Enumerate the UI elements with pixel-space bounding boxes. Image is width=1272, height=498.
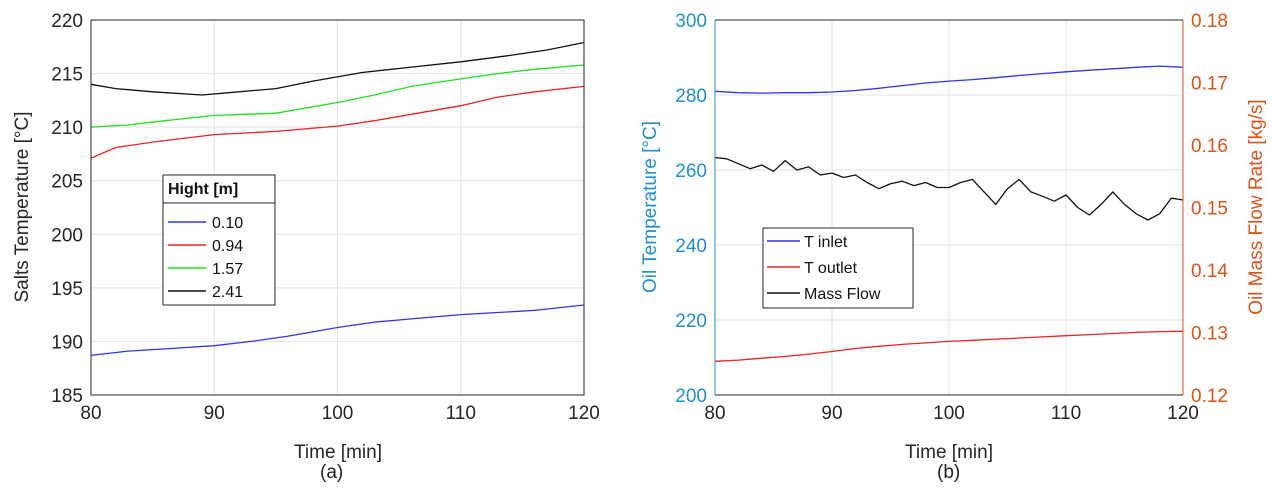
legend-label-a-1: 0.94 (212, 238, 243, 255)
x-axis-label-b: Time [min] (905, 442, 993, 463)
caption-b: (b) (937, 462, 961, 483)
y-axis-label-b: Oil Temperature [°C] (640, 121, 661, 293)
y-axis-label-a: Salts Temperature [°C] (12, 112, 33, 303)
axes-box-a (90, 19, 585, 396)
legend-box-a (162, 174, 276, 306)
legend-label-a-0: 0.10 (212, 215, 243, 232)
y-tick-label: 190 (51, 332, 83, 353)
series-group-b (714, 65, 1184, 362)
y-right-tick-label: 0.18 (1191, 11, 1228, 32)
x-tick-labels-a: 80 90 100 110 120 (80, 403, 599, 424)
y-tick-label: 185 (51, 386, 83, 407)
y-tick-labels-a: 185 190 195 200 205 210 215 220 (51, 11, 83, 407)
y-tick-label: 260 (675, 161, 707, 182)
y-tick-label: 200 (51, 225, 83, 246)
y-right-axis-label-b: Oil Mass Flow Rate [kg/s] (1246, 99, 1267, 314)
x-tick-label: 90 (204, 403, 225, 424)
x-tick-label: 110 (1051, 403, 1081, 424)
y-tick-label: 280 (675, 86, 707, 107)
y-right-tick-label: 0.14 (1191, 261, 1228, 282)
series-line-0-94 (90, 85, 585, 159)
x-tick-label: 100 (322, 403, 354, 424)
series-line-1-57 (90, 64, 585, 128)
y-tick-label: 215 (51, 65, 83, 86)
y-right-tick-label: 0.15 (1191, 199, 1228, 220)
series-line-t-inlet (714, 65, 1184, 94)
y-right-tick-label: 0.13 (1191, 324, 1228, 345)
x-tick-label: 120 (568, 403, 600, 424)
y-tick-label: 300 (675, 11, 707, 32)
series-line-mass-flow (714, 156, 1184, 221)
x-tick-labels-b: 80 90 100 110 120 (704, 403, 1198, 424)
x-tick-label: 90 (821, 403, 842, 424)
legend-label-a-3: 2.41 (212, 284, 243, 301)
x-tick-label: 100 (933, 403, 965, 424)
y-right-tick-labels-b: 0.12 0.13 0.14 0.15 0.16 0.17 0.18 (1191, 11, 1228, 407)
y-tick-label: 195 (51, 279, 83, 300)
x-axis-label-a: Time [min] (294, 442, 382, 463)
series-line-2-41 (90, 41, 585, 96)
y-right-tick-label: 0.12 (1191, 386, 1228, 407)
legend-label-b-0: T inlet (804, 234, 848, 251)
x-tick-label: 80 (704, 403, 725, 424)
legend-a: Hight [m] 0.10 0.94 1.57 2.41 (162, 174, 276, 306)
series-group-a (90, 41, 585, 357)
y-right-tick-label: 0.16 (1191, 136, 1228, 157)
caption-a: (a) (320, 462, 344, 483)
y-tick-label: 205 (51, 172, 83, 193)
chart-a: 80 90 100 110 120 185 190 195 200 205 210 215 220 T… (12, 11, 600, 463)
legend-b: T inlet T outlet Mass Flow (762, 227, 914, 309)
x-tick-label: 110 (446, 403, 476, 424)
legend-label-b-1: T outlet (804, 260, 858, 277)
legend-label-a-2: 1.57 (212, 261, 243, 278)
y-tick-label: 220 (51, 11, 83, 32)
y-tick-label: 200 (675, 386, 707, 407)
y-tick-labels-b: 200 220 240 260 280 300 (675, 11, 707, 407)
y-tick-label: 210 (51, 118, 83, 139)
legend-label-b-2: Mass Flow (804, 286, 881, 303)
legend-title-a: Hight [m] (168, 181, 238, 198)
x-tick-label: 80 (80, 403, 101, 424)
y-right-tick-label: 0.17 (1191, 74, 1228, 95)
series-line-t-outlet (714, 330, 1184, 362)
x-tick-label: 120 (1167, 403, 1199, 424)
series-line-0-10 (90, 304, 585, 357)
y-tick-label: 220 (675, 311, 707, 332)
y-tick-label: 240 (675, 236, 707, 257)
